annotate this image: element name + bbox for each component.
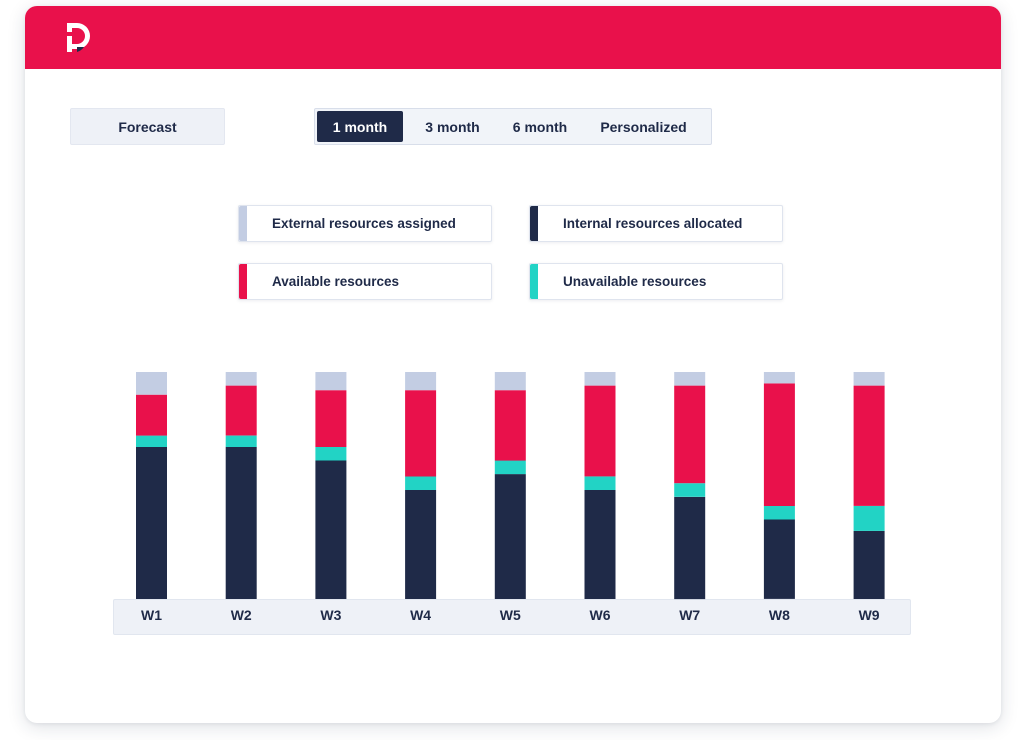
bar-w3-series-2[interactable] [315, 390, 347, 447]
bar-w6-series-3[interactable] [584, 372, 616, 386]
bar-w4-series-0[interactable] [405, 490, 437, 599]
x-tick-label-w5: W5 [499, 607, 521, 623]
brand-logo-icon[interactable] [65, 19, 93, 55]
bar-w7-series-0[interactable] [674, 496, 706, 600]
x-axis-band [113, 599, 911, 635]
x-tick-label-w6: W6 [589, 607, 611, 623]
x-tick-label-w9: W9 [858, 607, 880, 623]
bar-w4-series-2[interactable] [405, 390, 437, 477]
legend-external-resources[interactable]: External resources assigned [238, 205, 492, 242]
bar-w5-series-1[interactable] [494, 460, 526, 475]
bar-w7-series-3[interactable] [674, 372, 706, 386]
x-tick-label-w2: W2 [230, 607, 252, 623]
time-range-selector: 1 month 3 month 6 month Personalized [314, 108, 712, 145]
legend-swatch-internal [530, 206, 538, 241]
bar-w2-series-1[interactable] [225, 435, 257, 447]
bar-w1-series-1[interactable] [136, 435, 167, 447]
legend-available-resources[interactable]: Available resources [238, 263, 492, 300]
legend-label: Available resources [272, 274, 400, 289]
bar-w2-series-0[interactable] [225, 446, 257, 599]
bar-w8-series-0[interactable] [763, 519, 795, 599]
x-tick-label-w7: W7 [679, 607, 701, 623]
dashboard-card: Forecast 1 month 3 month 6 month Persona… [25, 6, 1001, 723]
bar-w8-series-3[interactable] [763, 372, 795, 384]
legend-swatch-external [239, 206, 247, 241]
legend-swatch-unavailable [530, 264, 538, 299]
bar-w9-series-1[interactable] [853, 505, 885, 531]
bar-w1-series-2[interactable] [136, 394, 167, 436]
legend-label: Unavailable resources [563, 274, 707, 289]
bar-w2-series-3[interactable] [225, 372, 257, 386]
app-header [25, 6, 1001, 69]
x-tick-label-w1: W1 [141, 607, 162, 623]
range-1-month-tab[interactable]: 1 month [317, 111, 403, 142]
x-tick-label-w4: W4 [410, 607, 432, 623]
bar-w5-series-2[interactable] [494, 390, 526, 461]
bar-w3-series-3[interactable] [315, 372, 347, 391]
bar-w5-series-3[interactable] [494, 372, 526, 391]
x-tick-label-w3: W3 [320, 607, 342, 623]
bar-w3-series-0[interactable] [315, 460, 347, 600]
legend-internal-resources[interactable]: Internal resources allocated [529, 205, 783, 242]
bar-w4-series-1[interactable] [405, 476, 437, 490]
bar-w6-series-0[interactable] [584, 490, 616, 599]
bar-w9-series-0[interactable] [853, 530, 885, 599]
bar-w2-series-2[interactable] [225, 385, 257, 436]
bar-w1-series-0[interactable] [136, 446, 167, 599]
bar-w3-series-1[interactable] [315, 446, 347, 461]
bar-w7-series-2[interactable] [674, 385, 706, 484]
legend-unavailable-resources[interactable]: Unavailable resources [529, 263, 783, 300]
bar-w4-series-3[interactable] [405, 372, 437, 391]
bar-w8-series-1[interactable] [763, 505, 795, 520]
bar-w8-series-2[interactable] [763, 383, 795, 506]
legend-label: Internal resources allocated [563, 216, 743, 231]
bar-w1-series-3[interactable] [136, 372, 167, 395]
stacked-bar-chart [136, 372, 885, 600]
forecast-button[interactable]: Forecast [70, 108, 225, 145]
bar-w9-series-3[interactable] [853, 372, 885, 386]
bar-w9-series-2[interactable] [853, 385, 885, 506]
range-personalized-tab[interactable]: Personalized [600, 118, 687, 135]
bar-w7-series-1[interactable] [674, 483, 706, 497]
bar-w6-series-2[interactable] [584, 385, 616, 477]
legend-label: External resources assigned [272, 216, 456, 231]
x-tick-label-w8: W8 [768, 607, 790, 623]
range-3-month-tab[interactable]: 3 month [425, 118, 480, 135]
bar-w6-series-1[interactable] [584, 476, 616, 490]
range-6-month-tab[interactable]: 6 month [512, 118, 568, 135]
bar-w5-series-0[interactable] [494, 474, 526, 599]
legend-swatch-available [239, 264, 247, 299]
